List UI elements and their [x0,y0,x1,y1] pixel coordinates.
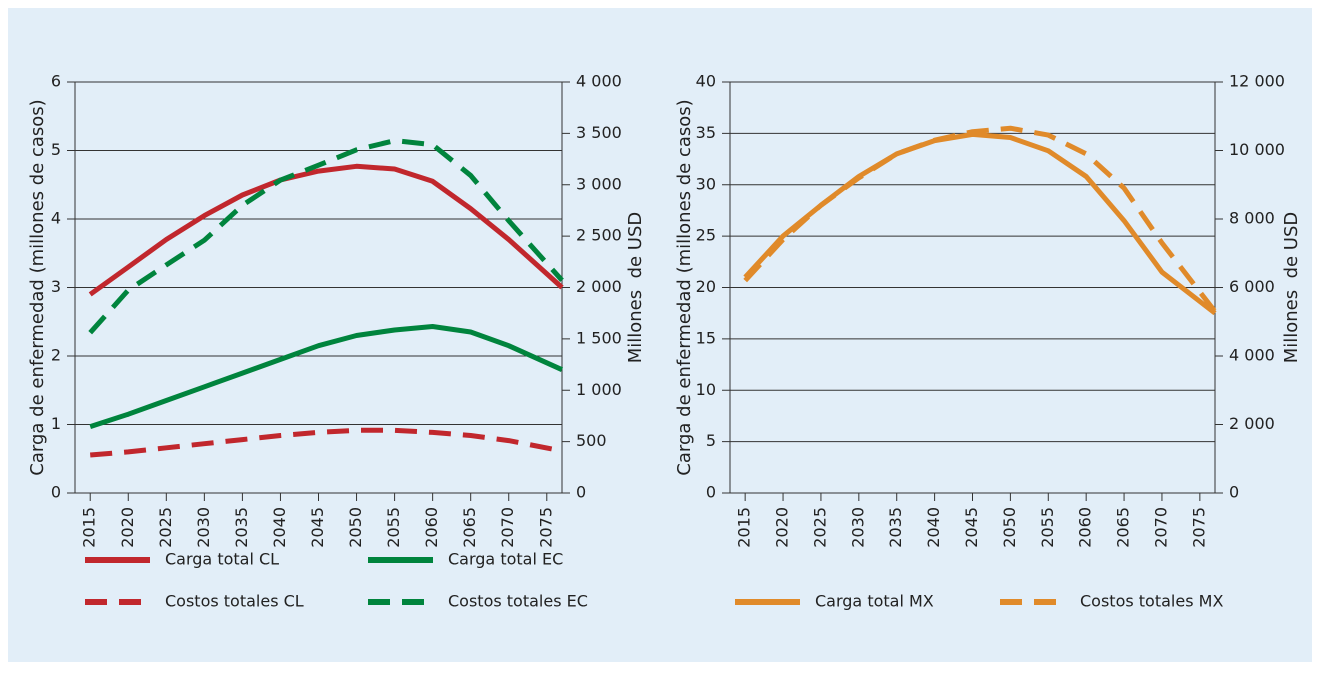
x-tick-label: 2050 [1000,507,1019,548]
series-line [743,125,1217,314]
legend-label: Costos totales CL [165,592,304,611]
y-tick-label: 10 [696,380,716,399]
y2-tick-label: 8 000 [1229,209,1275,228]
x-tick-label: 2065 [460,507,479,548]
y-tick-label: 3 [51,277,61,296]
x-tick-label: 2055 [384,507,403,548]
series-line [89,324,564,429]
y2-tick-label: 6 000 [1229,277,1275,296]
x-tick-label: 2035 [232,507,251,548]
y-axis-label: Carga de enfermedad (millones de casos) [674,99,695,475]
series-line [88,138,564,335]
y-tick-label: 4 [51,209,61,228]
x-tick-label: 2075 [1189,507,1208,548]
x-tick-label: 2025 [810,507,829,548]
legend-label: Carga total MX [815,592,934,611]
x-tick-label: 2020 [773,507,792,548]
legend-label: Costos totales EC [448,592,588,611]
y2-tick-label: 10 000 [1229,140,1285,159]
y2-tick-label: 2 000 [576,277,622,296]
x-tick-label: 2040 [270,507,289,548]
y-tick-label: 5 [706,431,716,450]
x-tick-label: 2020 [118,507,137,548]
legend-label: Costos totales MX [1080,592,1223,611]
y-tick-label: 25 [696,226,716,245]
y-tick-label: 5 [51,140,61,159]
y-tick-label: 0 [51,483,61,502]
x-tick-label: 2045 [962,507,981,548]
x-tick-label: 2030 [848,507,867,548]
x-tick-label: 2060 [1076,507,1095,548]
panel [8,8,1312,662]
x-tick-label: 2070 [498,507,517,548]
x-tick-label: 2055 [1038,507,1057,548]
y-tick-label: 1 [51,414,61,433]
y-tick-label: 0 [706,483,716,502]
legend-label: Carga total EC [448,550,563,569]
x-tick-label: 2070 [1151,507,1170,548]
y2-tick-label: 2 500 [576,226,622,245]
y-tick-label: 2 [51,346,61,365]
y-tick-label: 35 [696,123,716,142]
y-axis-label: Carga de enfermedad (millones de casos) [27,99,48,475]
legend-label: Carga total CL [165,550,279,569]
x-tick-label: 2045 [308,507,327,548]
x-tick-label: 2030 [194,507,213,548]
x-tick-label: 2075 [536,507,555,548]
y2-tick-label: 4 000 [576,72,622,91]
x-tick-label: 2050 [346,507,365,548]
y-tick-label: 6 [51,72,61,91]
y2-tick-label: 500 [576,431,607,450]
x-tick-label: 2040 [924,507,943,548]
y-tick-label: 30 [696,174,716,193]
series-line [89,427,563,458]
y2-tick-label: 12 000 [1229,72,1285,91]
x-tick-label: 2015 [80,507,99,548]
y2-axis-label: Millones de USD [625,212,646,364]
y2-tick-label: 3 000 [576,174,622,193]
y-tick-label: 40 [696,72,716,91]
x-tick-label: 2060 [422,507,441,548]
x-tick-label: 2025 [156,507,175,548]
y-tick-label: 20 [696,277,716,296]
y2-tick-label: 1 000 [576,380,622,399]
y2-tick-label: 0 [576,483,586,502]
y2-tick-label: 2 000 [1229,414,1275,433]
series-line [88,163,564,297]
x-tick-label: 2065 [1114,507,1133,548]
x-tick-label: 2015 [735,507,754,548]
y-tick-label: 15 [696,328,716,347]
y2-axis-label: Millones de USD [1281,212,1302,364]
y2-tick-label: 1 500 [576,328,622,347]
y2-tick-label: 3 500 [576,123,622,142]
y2-tick-label: 4 000 [1229,346,1275,365]
y2-tick-label: 0 [1229,483,1239,502]
x-tick-label: 2035 [886,507,905,548]
